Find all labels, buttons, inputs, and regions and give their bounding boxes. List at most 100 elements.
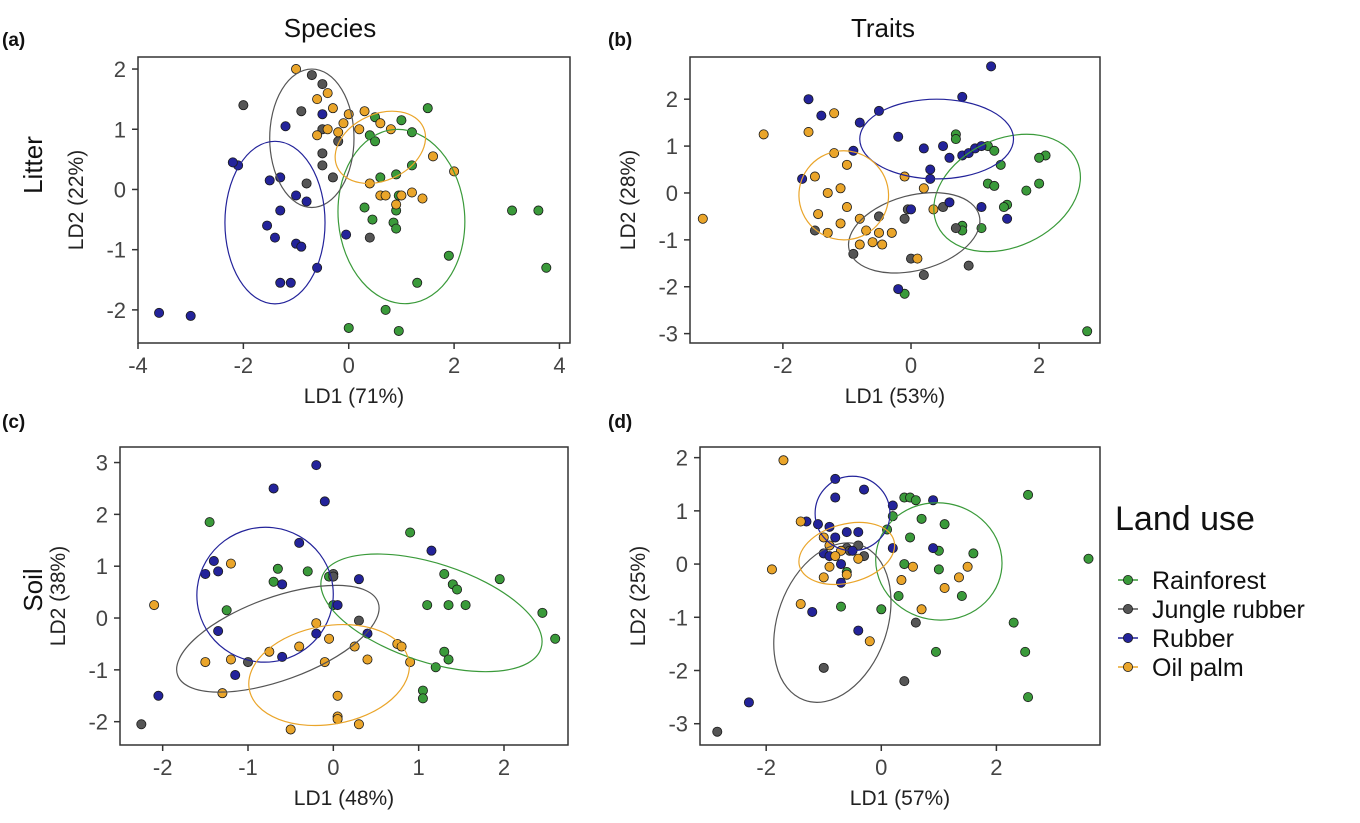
x-tick-label: 2 [498, 755, 510, 780]
point-oil-palm [353, 719, 364, 730]
point-rainforest [541, 262, 552, 273]
x-tick-label: 2 [1033, 353, 1045, 378]
panel-letter-a: (a) [2, 30, 25, 51]
ellipse-rubber [814, 475, 891, 552]
point-oil-palm [697, 213, 708, 224]
y-tick-label: -1 [658, 228, 678, 253]
ellipse-jungle-rubber [176, 584, 380, 693]
point-rubber [853, 625, 864, 636]
point-rainforest [204, 517, 215, 528]
point-oil-palm [795, 516, 806, 527]
point-oil-palm [953, 572, 964, 583]
x-tick-label: -2 [153, 755, 173, 780]
point-rubber [154, 307, 165, 318]
point-rainforest [930, 646, 941, 657]
point-rainforest [550, 633, 561, 644]
legend-item-rainforest: Rainforest [1118, 567, 1266, 595]
point-rubber [816, 110, 827, 121]
point-rainforest [1082, 326, 1093, 337]
point-rubber [319, 496, 330, 507]
legend-title: Land use [1115, 500, 1255, 538]
x-axis-label: LD1 (53%) [845, 385, 945, 408]
point-rainforest [916, 513, 927, 524]
point-jungle-rubber [818, 662, 829, 673]
point-oil-palm [873, 227, 884, 238]
y-tick-label: -2 [106, 298, 126, 323]
point-rainforest [507, 205, 518, 216]
point-oil-palm [824, 561, 835, 572]
legend-item-rubber: Rubber [1118, 625, 1234, 653]
row-title-soil: Soil [18, 568, 48, 611]
point-oil-palm [225, 654, 236, 665]
point-oil-palm [829, 108, 840, 119]
point-oil-palm [324, 633, 335, 644]
point-oil-palm [766, 564, 777, 575]
x-tick-label: 1 [413, 755, 425, 780]
point-rubber [854, 117, 865, 128]
point-rainforest [443, 654, 454, 665]
point-oil-palm [285, 724, 296, 735]
point-oil-palm [835, 218, 846, 229]
point-rainforest [1034, 152, 1045, 163]
point-rubber [311, 628, 322, 639]
point-rubber [841, 527, 852, 538]
panel-c: -2 -1 0 1 2 -2 -1 0 1 2 3 LD1 (48%) LD2 (38%) [47, 446, 569, 810]
point-rainforest [412, 277, 423, 288]
point-rubber [836, 559, 847, 570]
point-rubber [859, 484, 870, 495]
legend-label: Jungle rubber [1152, 596, 1305, 624]
point-jungle-rubber [918, 270, 929, 281]
panel-a: -4 -2 0 2 4 -2 -1 0 1 2 LD1 (71%) LD2 (22%) [65, 56, 571, 408]
point-rainforest [396, 115, 407, 126]
point-rainforest [893, 591, 904, 602]
point-rubber [213, 625, 224, 636]
point-oil-palm [803, 127, 814, 138]
y-tick-label: 0 [676, 552, 688, 577]
y-axis-label: LD2 (25%) [627, 546, 650, 646]
point-rubber [230, 670, 241, 681]
point-rainforest [933, 564, 944, 575]
point-oil-palm [822, 187, 833, 198]
point-oil-palm [830, 551, 841, 562]
point-oil-palm [813, 209, 824, 220]
point-rubber [311, 460, 322, 471]
point-rubber [277, 579, 288, 590]
y-tick-label: -1 [106, 238, 126, 263]
point-jungle-rubber [910, 617, 921, 628]
y-tick-label: 1 [114, 117, 126, 142]
point-rainforest [1020, 646, 1031, 657]
point-rubber [285, 277, 296, 288]
point-rainforest [370, 136, 381, 147]
y-tick-label: -2 [668, 659, 688, 684]
point-rainforest [343, 322, 354, 333]
ellipse-oil-palm [248, 623, 410, 727]
y-tick-label: -2 [658, 275, 678, 300]
y-tick-label: -3 [668, 712, 688, 737]
point-rainforest [989, 145, 1000, 156]
y-tick-label: 0 [666, 181, 678, 206]
point-rainforest [439, 568, 450, 579]
point-rubber [938, 141, 949, 152]
point-oil-palm [886, 227, 897, 238]
point-rubber [807, 606, 818, 617]
point-jungle-rubber [317, 160, 328, 171]
point-oil-palm [391, 199, 402, 210]
plot-frame [137, 56, 571, 344]
ellipse-rainforest [320, 553, 543, 673]
point-oil-palm [818, 572, 829, 583]
point-oil-palm [312, 94, 323, 105]
point-rubber [957, 91, 968, 102]
y-tick-label: 1 [666, 134, 678, 159]
point-rubber [291, 190, 302, 201]
point-rubber [353, 574, 364, 585]
point-oil-palm [896, 575, 907, 586]
point-rainforest [1023, 489, 1034, 500]
point-oil-palm [916, 604, 927, 615]
y-tick-label: 2 [114, 57, 126, 82]
point-oil-palm [362, 654, 373, 665]
point-rubber [1002, 213, 1013, 224]
point-rubber [830, 492, 841, 503]
point-oil-palm [375, 118, 386, 129]
point-rubber [986, 61, 997, 72]
